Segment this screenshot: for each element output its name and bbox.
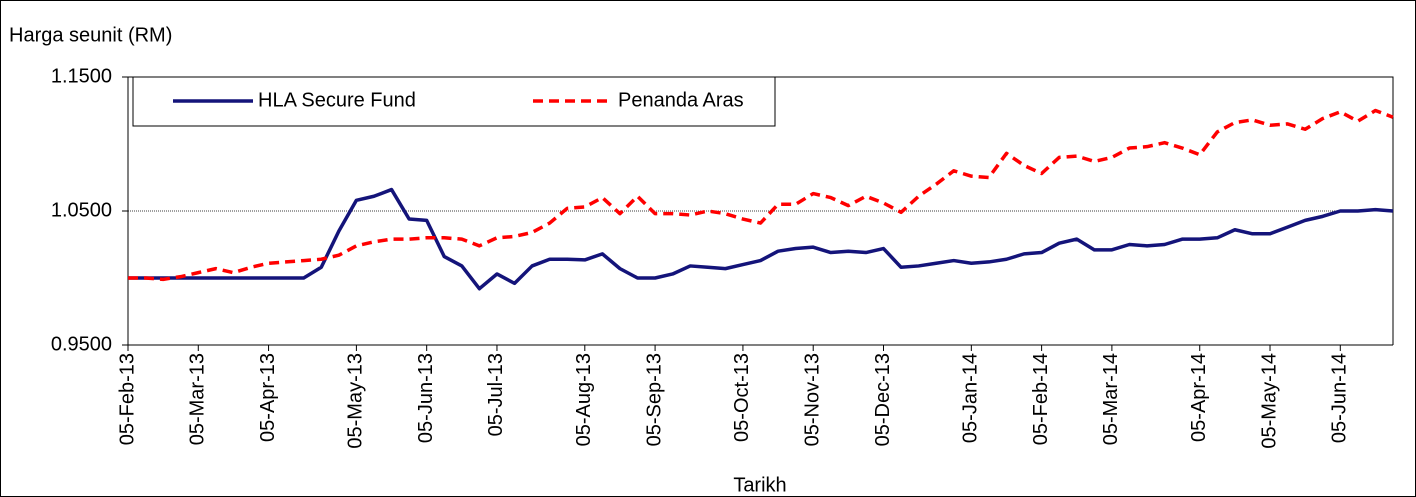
x-tick-label: 05-Apr-13	[257, 353, 279, 442]
x-tick-label: 05-May-13	[345, 353, 367, 449]
x-tick-label: 05-Feb-13	[116, 353, 138, 445]
series-line	[128, 108, 1394, 282]
legend: HLA Secure Fund Penanda Aras	[132, 76, 776, 127]
legend-label: Penanda Aras	[618, 89, 744, 111]
y-tick-label: 1.1500	[51, 65, 112, 87]
x-tick-label: 05-Apr-14	[1188, 353, 1210, 442]
x-axis-label: Tarikh	[733, 474, 786, 496]
x-tick-label: 05-Jul-13	[485, 353, 507, 436]
x-tick-label: 05-Sep-13	[643, 353, 665, 446]
y-axis-label: Harga seunit (RM)	[9, 24, 172, 46]
x-tick-label: 05-Jan-14	[960, 353, 982, 443]
series-line	[128, 187, 1394, 291]
x-tick-label: 05-May-14	[1258, 353, 1280, 449]
x-tick-label: 05-Dec-13	[872, 353, 894, 446]
y-tick-label: 0.9500	[51, 333, 112, 355]
x-tick-label: 05-Feb-14	[1030, 353, 1052, 445]
x-tick-label: 05-Nov-13	[801, 353, 823, 446]
x-tick-label: 05-Mar-13	[187, 353, 209, 445]
x-tick-label: 05-Aug-13	[573, 353, 595, 446]
x-tick-label: 05-Oct-13	[731, 353, 753, 442]
x-tick-label: 05-Jun-14	[1329, 353, 1351, 443]
legend-label: HLA Secure Fund	[258, 89, 416, 111]
y-tick-label: 1.0500	[51, 199, 112, 221]
x-tick-label: 05-Jun-13	[415, 353, 437, 443]
x-tick-label: 05-Mar-14	[1100, 353, 1122, 445]
